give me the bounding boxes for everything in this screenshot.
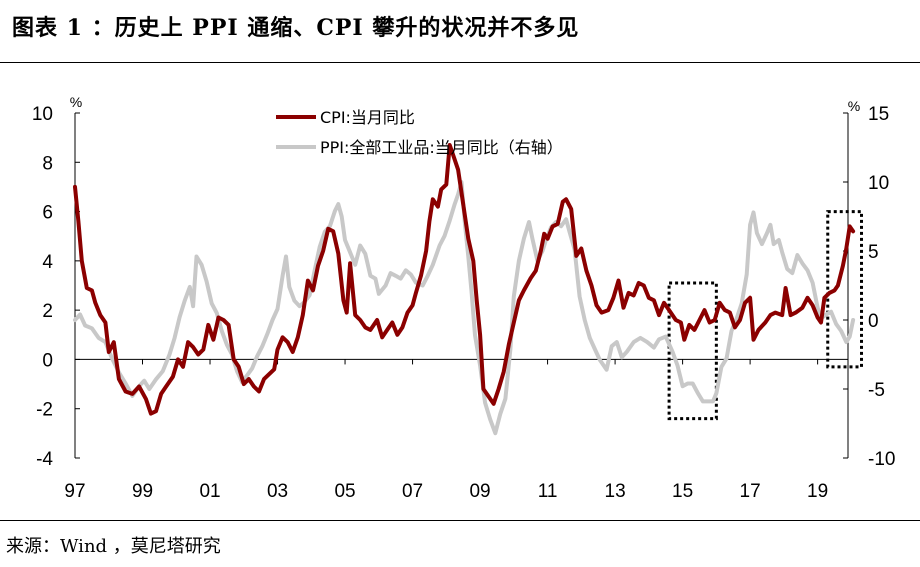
- dashed-highlight-box: [826, 210, 864, 369]
- right-tick-label: 5: [868, 242, 879, 263]
- left-unit-label: %: [70, 94, 82, 110]
- chart-series: [73, 143, 856, 436]
- x-tick-label: 19: [807, 481, 828, 502]
- x-tick-label: 01: [199, 481, 220, 502]
- x-tick-label: 05: [334, 481, 355, 502]
- left-tick-label: 4: [42, 252, 53, 273]
- right-tick-label: 0: [868, 311, 879, 332]
- x-tick-label: 09: [469, 481, 490, 502]
- right-tick-label: 10: [868, 173, 889, 194]
- source-note: 来源：Wind ，莫尼塔研究: [6, 536, 221, 557]
- x-tick-label: 07: [402, 481, 423, 502]
- top-divider: [0, 62, 920, 63]
- legend-label: CPI:当月同比: [320, 108, 415, 127]
- page-title: 图表 1 ：历史上 PPI 通缩、CPI 攀升的状况并不多见: [12, 15, 580, 41]
- x-tick-label: 11: [538, 481, 558, 502]
- left-tick-label: -4: [36, 449, 53, 470]
- left-tick-label: 8: [42, 153, 53, 174]
- x-tick-label: 99: [132, 481, 153, 502]
- left-tick-label: 6: [42, 203, 53, 224]
- left-tick-label: -2: [36, 400, 53, 421]
- right-tick-label: -5: [868, 380, 885, 401]
- dashed-highlight-box: [667, 281, 718, 421]
- x-tick-label: 15: [672, 481, 693, 502]
- left-tick-label: 2: [42, 301, 53, 322]
- right-tick-label: 15: [868, 104, 889, 125]
- ppi-series-line: [73, 180, 856, 436]
- x-tick-label: 03: [267, 481, 288, 502]
- x-tick-label: 13: [605, 481, 626, 502]
- legend-label: PPI:全部工业品:当月同比（右轴）: [320, 138, 563, 157]
- right-tick-label: -10: [868, 449, 895, 470]
- x-tick-label: 97: [64, 481, 85, 502]
- chart-legend: CPI:当月同比 PPI:全部工业品:当月同比（右轴）: [276, 108, 563, 157]
- left-tick-label: 0: [42, 350, 53, 371]
- right-unit-label: %: [848, 98, 860, 114]
- cpi-series-line: [73, 143, 856, 416]
- x-tick-label: 17: [740, 481, 761, 502]
- left-tick-label: 10: [32, 104, 53, 125]
- annotation-boxes: [667, 210, 864, 421]
- bottom-divider: [0, 520, 920, 521]
